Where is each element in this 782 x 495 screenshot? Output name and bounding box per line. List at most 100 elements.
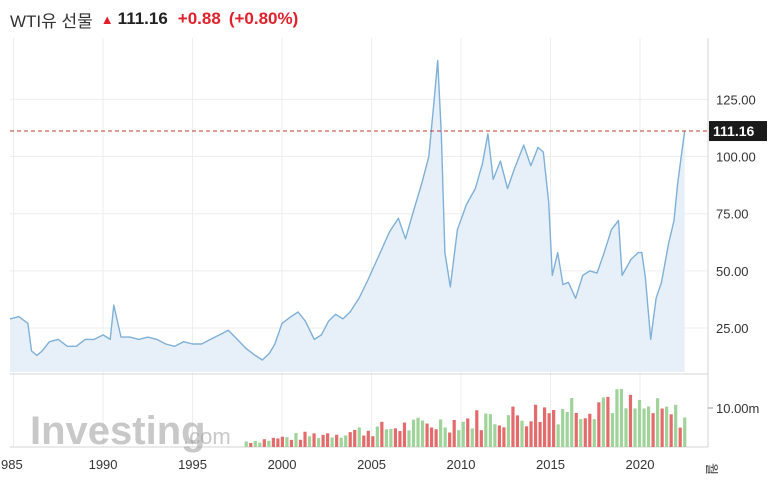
volume-bar	[466, 418, 470, 447]
volume-bar	[583, 418, 587, 447]
volume-bar	[375, 426, 379, 447]
volume-bar	[448, 432, 452, 447]
x-tick-label: 2020	[626, 457, 655, 472]
volume-bar	[384, 429, 388, 447]
volume-bar	[411, 419, 416, 447]
current-price-text: 111.16	[713, 123, 754, 139]
volume-bar	[398, 431, 402, 447]
volume-bar	[493, 424, 497, 447]
volume-bar	[280, 436, 285, 447]
volume-bar	[610, 413, 615, 447]
price-change: +0.88	[177, 9, 221, 28]
volume-bar	[344, 435, 348, 447]
volume-bar	[470, 428, 474, 447]
volume-bar	[502, 427, 506, 447]
volume-bar	[615, 389, 619, 447]
volume-bar	[348, 432, 352, 447]
volume-bar	[547, 413, 551, 447]
x-tick-label: 1995	[178, 457, 207, 472]
y-tick-label: 125.00	[716, 92, 756, 107]
volume-bar	[479, 430, 483, 447]
volume-bar	[407, 430, 411, 447]
volume-bar	[619, 389, 624, 447]
current-price-label: 111.16	[709, 121, 767, 142]
volume-bar	[511, 406, 515, 447]
volume-bar	[357, 427, 361, 447]
x-axis: 985 1990 1995 2000 2005 2010 2015 2020 월	[1, 457, 719, 475]
watermark-main: Investing	[30, 409, 206, 453]
volume-bar	[678, 427, 682, 447]
investing-watermark: Investing .com	[30, 409, 231, 453]
volume-bar	[565, 412, 569, 447]
volume-bar	[425, 423, 429, 447]
volume-bar	[457, 430, 461, 447]
y-tick-label: 25.00	[716, 321, 749, 336]
arrow-up-icon: ▲	[100, 11, 114, 27]
volume-bar	[258, 442, 262, 447]
volume-bar	[326, 433, 330, 447]
price-change-percent: (+0.80%)	[228, 9, 299, 28]
volume-bar	[335, 434, 339, 447]
volume-bar	[588, 413, 592, 447]
x-tick-label: 2010	[447, 457, 476, 472]
volume-bar	[393, 428, 398, 447]
volume-bar	[543, 407, 547, 447]
volume-bar	[506, 415, 511, 447]
volume-bar	[402, 422, 407, 447]
volume-bar	[371, 436, 375, 447]
volume-bar	[353, 429, 357, 447]
volume-bar	[267, 440, 271, 447]
volume-bar	[533, 404, 538, 447]
volume-bar	[271, 437, 275, 447]
volume-bar	[674, 404, 678, 447]
x-tick-label: 2000	[268, 457, 297, 472]
volume-bar	[285, 437, 289, 447]
volume-bar	[253, 440, 257, 447]
volume-bar	[339, 437, 343, 447]
y-tick-label: 100.00	[716, 150, 756, 165]
volume-bar	[289, 439, 294, 447]
x-axis-end-label: 월	[704, 463, 719, 475]
volume-bar	[520, 420, 524, 447]
volume-bar	[276, 438, 280, 447]
volume-bar	[637, 399, 642, 447]
volume-bar	[538, 421, 542, 447]
volume-bar	[651, 413, 655, 447]
volume-bar	[497, 425, 501, 447]
volume-bar	[529, 421, 533, 447]
price-area	[10, 60, 685, 372]
volume-bar	[249, 442, 253, 447]
volume-bar	[312, 433, 316, 447]
volume-bar	[244, 441, 248, 447]
volume-bar	[488, 414, 492, 447]
x-tick-label: 2015	[536, 457, 565, 472]
volume-bar	[570, 397, 574, 447]
volume-axis-label: 10.00m	[716, 401, 759, 416]
x-tick-label: 1990	[89, 457, 118, 472]
instrument-title: WTI유 선물	[10, 11, 93, 31]
volume-bar	[416, 417, 420, 447]
volume-bar	[597, 402, 601, 447]
volume-bar	[656, 398, 660, 447]
volume-bar	[461, 421, 465, 447]
volume-bar	[303, 431, 307, 447]
volume-bar	[552, 410, 556, 447]
volume-bar	[439, 419, 443, 447]
current-price-box	[709, 121, 767, 142]
volume-bar	[628, 394, 633, 447]
volume-bar	[556, 424, 560, 447]
volume-bar	[642, 408, 646, 447]
volume-bar	[366, 430, 370, 447]
volume-bar	[420, 420, 425, 447]
x-tick-label: 985	[1, 457, 23, 472]
volume-bar	[362, 435, 366, 447]
volume-bar	[561, 409, 565, 447]
volume-bar	[646, 406, 651, 447]
volume-bar	[574, 412, 578, 447]
volume-bar	[262, 439, 266, 447]
volume-bar	[380, 421, 384, 447]
volume-bar	[601, 397, 605, 447]
volume-bar	[443, 427, 447, 447]
y-tick-label: 50.00	[716, 264, 749, 279]
